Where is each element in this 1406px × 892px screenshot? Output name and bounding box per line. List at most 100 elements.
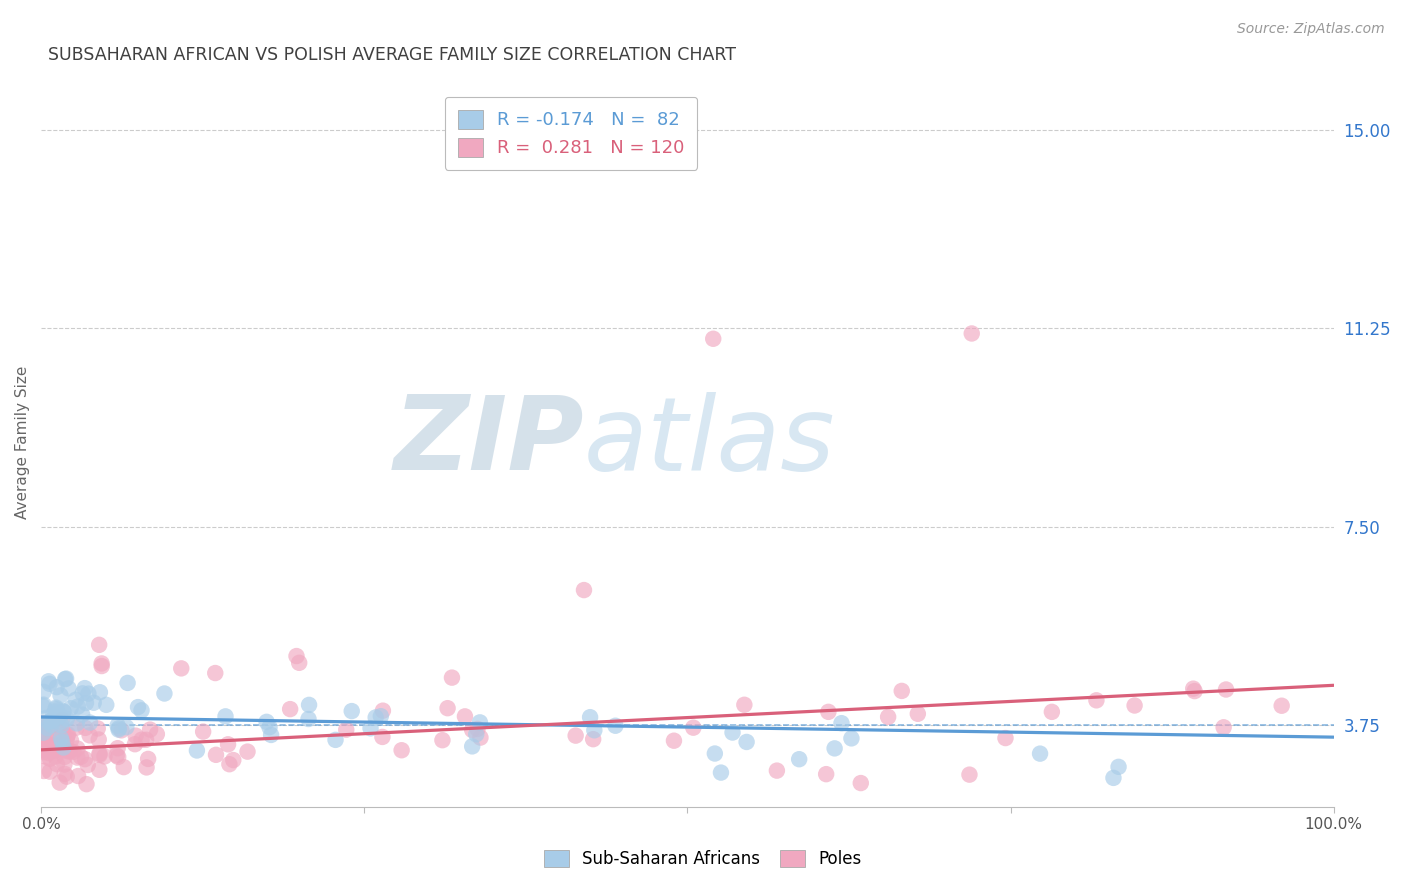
Point: [55, 770, 77, 784]
Point: [1212, 720, 1234, 734]
Point: [32, 698, 55, 712]
Point: [58, 744, 80, 758]
Point: [112, 760, 135, 774]
Point: [52, 705, 75, 719]
Point: [35, 711, 58, 725]
Point: [572, 583, 595, 598]
Point: [370, 709, 392, 723]
Point: [735, 735, 758, 749]
Text: SUBSAHARAN AFRICAN VS POLISH AVERAGE FAMILY SIZE CORRELATION CHART: SUBSAHARAN AFRICAN VS POLISH AVERAGE FAM…: [48, 46, 735, 64]
Point: [38, 674, 60, 689]
Point: [37, 741, 59, 756]
Point: [582, 732, 605, 747]
Point: [89, 638, 111, 652]
Point: [371, 730, 394, 744]
Point: [34, 749, 56, 764]
Point: [51, 722, 73, 736]
Point: [38, 746, 60, 760]
Point: [79, 728, 101, 742]
Point: [131, 732, 153, 747]
Point: [960, 326, 983, 341]
Point: [436, 701, 458, 715]
Point: [66, 741, 89, 756]
Point: [1123, 698, 1146, 713]
Point: [31, 743, 53, 757]
Point: [53, 743, 76, 757]
Point: [32, 738, 55, 752]
Legend: R = -0.174   N =  82, R =  0.281   N = 120: R = -0.174 N = 82, R = 0.281 N = 120: [444, 97, 697, 170]
Point: [107, 721, 129, 735]
Point: [72, 686, 94, 700]
Point: [877, 710, 900, 724]
Point: [53, 672, 76, 686]
Point: [135, 760, 157, 774]
Point: [340, 704, 363, 718]
Point: [89, 747, 111, 761]
Point: [1215, 682, 1237, 697]
Point: [70, 750, 93, 764]
Point: [787, 752, 810, 766]
Point: [1102, 771, 1125, 785]
Point: [259, 720, 281, 734]
Point: [34, 736, 56, 750]
Point: [44, 705, 66, 719]
Point: [58, 681, 80, 696]
Point: [59, 701, 82, 715]
Point: [31, 716, 53, 731]
Point: [62, 745, 84, 759]
Point: [87, 722, 110, 736]
Point: [815, 767, 838, 781]
Point: [124, 737, 146, 751]
Point: [841, 731, 863, 746]
Point: [53, 767, 76, 781]
Point: [73, 752, 96, 766]
Point: [37, 728, 59, 742]
Point: [96, 698, 118, 712]
Point: [49, 731, 72, 746]
Point: [65, 692, 87, 706]
Point: [41, 738, 63, 752]
Point: [260, 728, 283, 742]
Point: [440, 671, 463, 685]
Point: [186, 743, 208, 757]
Point: [70, 707, 93, 722]
Point: [432, 733, 454, 747]
Point: [468, 715, 491, 730]
Point: [32, 721, 55, 735]
Point: [105, 748, 128, 763]
Point: [467, 722, 489, 736]
Point: [39, 734, 62, 748]
Point: [564, 729, 586, 743]
Point: [59, 733, 82, 747]
Point: [110, 723, 132, 738]
Point: [205, 747, 228, 762]
Point: [38, 677, 60, 691]
Point: [77, 687, 100, 701]
Point: [38, 764, 60, 779]
Point: [31, 698, 53, 713]
Point: [662, 733, 685, 747]
Point: [41, 718, 63, 732]
Point: [325, 732, 347, 747]
Point: [89, 747, 111, 762]
Point: [75, 721, 97, 735]
Point: [994, 731, 1017, 745]
Point: [66, 716, 89, 731]
Point: [191, 724, 214, 739]
Text: Source: ZipAtlas.com: Source: ZipAtlas.com: [1237, 22, 1385, 37]
Point: [107, 750, 129, 764]
Point: [214, 709, 236, 723]
Point: [218, 757, 240, 772]
Point: [56, 712, 79, 726]
Text: ZIP: ZIP: [394, 392, 583, 492]
Point: [39, 752, 62, 766]
Point: [1029, 747, 1052, 761]
Point: [288, 656, 311, 670]
Point: [59, 744, 82, 758]
Point: [1108, 760, 1130, 774]
Point: [51, 718, 73, 732]
Point: [41, 742, 63, 756]
Point: [66, 699, 89, 714]
Point: [824, 741, 846, 756]
Point: [465, 727, 488, 741]
